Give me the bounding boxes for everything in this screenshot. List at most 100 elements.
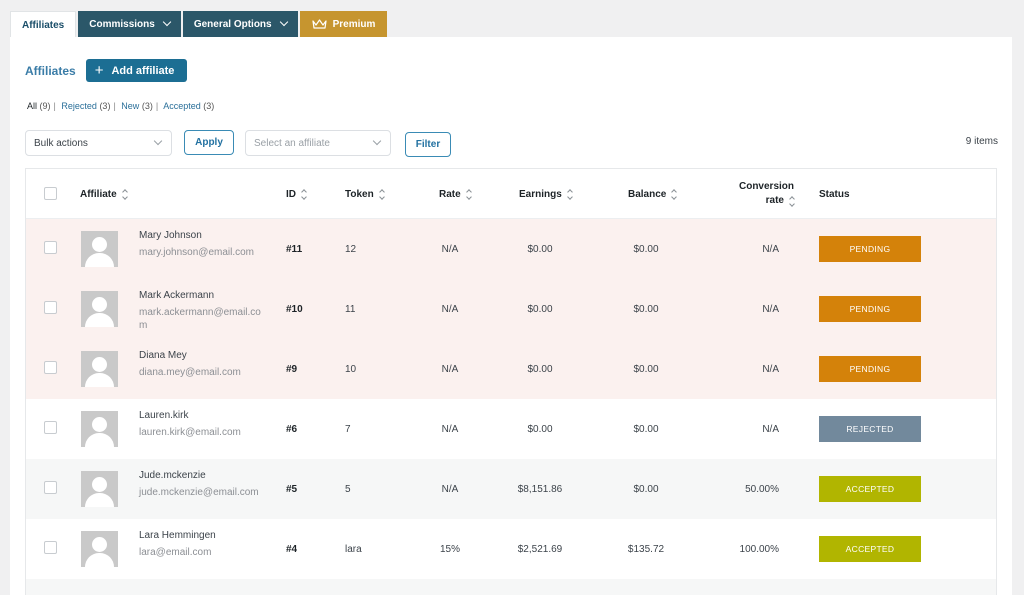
affiliate-balance: $0.00 (633, 483, 659, 495)
affiliate-earnings: $8,151.86 (517, 483, 563, 495)
bulk-actions-select[interactable]: Bulk actions (25, 130, 172, 156)
affiliate-id: #11 (286, 243, 303, 255)
status-badge: PENDING (819, 296, 921, 322)
affiliates-table: Affiliate ID Token Rate Earnings Balance… (25, 168, 997, 595)
affiliate-conversion-rate: N/A (762, 363, 779, 375)
col-token[interactable]: Token (345, 169, 385, 219)
row-checkbox[interactable] (44, 361, 57, 374)
affiliate-rate: 15% (439, 543, 460, 555)
table-row[interactable]: Mary Johnson mary.johnson@email.com #11 … (26, 219, 996, 279)
table-row (26, 579, 996, 595)
affiliate-name[interactable]: Mark Ackermann (139, 290, 215, 301)
table-row[interactable]: Diana Mey diana.mey@email.com #9 10 N/A … (26, 339, 996, 399)
tab-general-options-label: General Options (193, 18, 272, 30)
row-checkbox[interactable] (44, 421, 57, 434)
status-badge: ACCEPTED (819, 536, 921, 562)
filter-new[interactable]: New (121, 101, 140, 111)
bulk-actions-value: Bulk actions (34, 137, 88, 149)
tab-premium[interactable]: Premium (299, 11, 388, 37)
col-affiliate[interactable]: Affiliate (80, 169, 128, 219)
sort-icon (378, 188, 385, 200)
chevron-down-icon (162, 17, 172, 27)
col-conversion-line1: Conversion (738, 181, 794, 192)
filter-all[interactable]: All (27, 101, 38, 111)
col-status: Status (819, 188, 850, 200)
status-badge: REJECTED (819, 416, 921, 442)
affiliate-name[interactable]: Jude.mckenzie (139, 470, 206, 481)
filter-button[interactable]: Filter (405, 132, 451, 157)
table-row[interactable]: Lauren.kirk lauren.kirk@email.com #6 7 N… (26, 399, 996, 459)
affiliate-id: #5 (286, 483, 298, 495)
status-badge: PENDING (819, 236, 921, 262)
table-header: Affiliate ID Token Rate Earnings Balance… (26, 169, 996, 219)
affiliate-earnings: $0.00 (527, 423, 553, 435)
affiliate-balance: $0.00 (633, 363, 659, 375)
avatar (81, 351, 118, 387)
tab-general-options[interactable]: General Options (182, 11, 298, 37)
sort-icon (566, 188, 573, 200)
row-checkbox[interactable] (44, 301, 57, 314)
tab-commissions-label: Commissions (89, 18, 155, 30)
apply-button[interactable]: Apply (184, 130, 234, 155)
avatar (81, 291, 118, 327)
table-row[interactable]: Lara Hemmingen lara@email.com #4 lara 15… (26, 519, 996, 579)
affiliate-balance: $0.00 (633, 423, 659, 435)
add-affiliate-button[interactable]: + Add affiliate (85, 59, 188, 82)
table-row[interactable]: Mark Ackermann mark.ackermann@email.com … (26, 279, 996, 339)
affiliate-email: diana.mey@email.com (139, 367, 241, 378)
affiliate-conversion-rate: 50.00% (745, 483, 779, 495)
col-conversion-rate[interactable]: Conversion rate (726, 169, 795, 219)
sort-icon (121, 188, 128, 200)
status-badge: ACCEPTED (819, 476, 921, 502)
select-all-checkbox[interactable] (44, 187, 57, 200)
page-title: Affiliates (25, 63, 76, 78)
filter-new-count: (3) (141, 101, 153, 111)
add-affiliate-label: Add affiliate (111, 64, 175, 77)
affiliate-select[interactable]: Select an affiliate (245, 130, 391, 156)
tab-affiliates[interactable]: Affiliates (10, 11, 77, 38)
table-row[interactable]: Jude.mckenzie jude.mckenzie@email.com #5… (26, 459, 996, 519)
row-checkbox[interactable] (44, 541, 57, 554)
affiliate-id: #6 (286, 423, 298, 435)
affiliate-name[interactable]: Mary Johnson (139, 230, 202, 241)
affiliate-email: lara@email.com (139, 547, 212, 558)
affiliate-earnings: $0.00 (527, 243, 553, 255)
affiliate-email: mary.johnson@email.com (139, 247, 255, 258)
main-panel: Affiliates + Add affiliate All (9) | Rejec… (10, 37, 1012, 595)
affiliate-email: mark.ackermann@email.com (139, 307, 261, 331)
filter-accepted[interactable]: Accepted (163, 101, 201, 111)
affiliate-rate: N/A (441, 423, 459, 435)
sort-icon (301, 188, 307, 200)
row-checkbox[interactable] (44, 241, 57, 254)
affiliate-email: lauren.kirk@email.com (139, 427, 241, 438)
col-rate[interactable]: Rate (439, 169, 472, 219)
affiliate-name[interactable]: Diana Mey (139, 350, 187, 361)
affiliate-name[interactable]: Lara Hemmingen (139, 530, 216, 541)
col-conversion-line2: rate (765, 195, 784, 206)
col-balance[interactable]: Balance (628, 169, 678, 219)
affiliate-rate: N/A (441, 303, 459, 315)
sort-icon (671, 188, 678, 200)
affiliate-id: #4 (286, 543, 298, 555)
affiliate-id: #9 (286, 363, 298, 375)
sort-icon (465, 188, 472, 200)
affiliate-token: 10 (345, 363, 357, 375)
col-earnings[interactable]: Earnings (519, 169, 573, 219)
affiliate-balance: $135.72 (627, 543, 665, 555)
col-id[interactable]: ID (286, 169, 307, 219)
tab-commissions[interactable]: Commissions (78, 11, 181, 37)
tab-bar: Affiliates Commissions General Options P… (10, 11, 388, 38)
plus-icon: + (94, 62, 104, 79)
affiliate-token: 7 (345, 423, 351, 435)
filter-accepted-count: (3) (203, 101, 215, 111)
filter-rejected[interactable]: Rejected (61, 101, 97, 111)
affiliate-select-placeholder: Select an affiliate (254, 137, 330, 149)
affiliate-id: #10 (286, 303, 303, 315)
affiliate-name[interactable]: Lauren.kirk (139, 410, 189, 421)
items-count: 9 items (965, 136, 998, 147)
row-checkbox[interactable] (44, 481, 57, 494)
affiliate-email: jude.mckenzie@email.com (139, 487, 259, 498)
status-filter-links: All (9) | Rejected (3) | New (3) | Accepted… (27, 101, 214, 111)
affiliate-balance: $0.00 (633, 243, 659, 255)
filter-separator: | (53, 101, 56, 111)
